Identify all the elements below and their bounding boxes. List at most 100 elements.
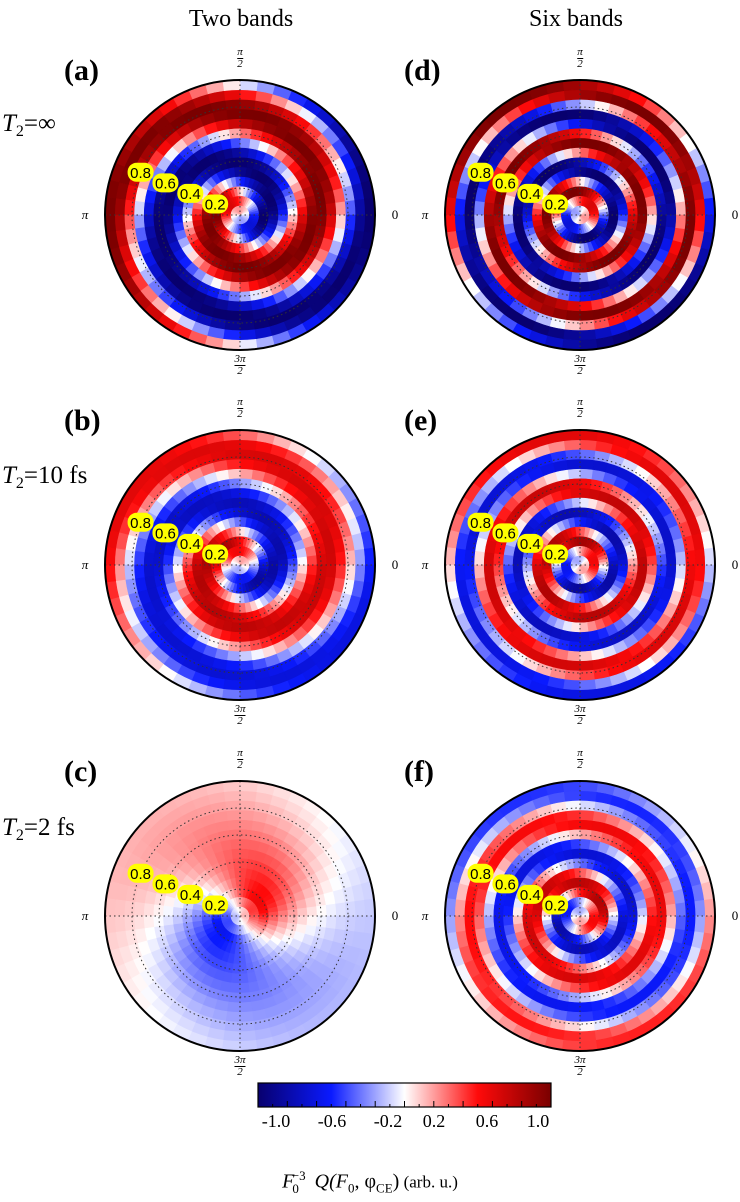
heatmap-cell <box>656 214 668 227</box>
heatmap-cell <box>227 118 241 130</box>
heatmap-cell <box>627 564 639 573</box>
heatmap-cell <box>225 809 241 821</box>
angle-label-zero: 0 <box>391 557 399 572</box>
angle-label-zero: 0 <box>731 908 739 923</box>
heatmap-cell <box>325 564 337 578</box>
heatmap-cell <box>569 982 581 994</box>
heatmap-cell <box>354 548 366 566</box>
radial-tick-label-bg <box>492 173 519 193</box>
heatmap-cell <box>502 905 514 917</box>
heatmap-cell <box>344 199 357 216</box>
heatmap-cell <box>627 214 639 223</box>
heatmap-cell <box>694 915 706 933</box>
heatmap-cell <box>172 205 183 216</box>
heatmap-cell <box>229 487 241 499</box>
heatmap-cell <box>463 564 476 581</box>
heatmap-cell <box>152 553 164 566</box>
radial-tick-label: 0.4 <box>180 887 201 904</box>
panel-letter-c: (c) <box>64 755 98 788</box>
heatmap-cell <box>114 915 126 933</box>
heatmap-cell <box>239 98 256 111</box>
heatmap-cell <box>239 679 257 691</box>
heatmap-cell <box>579 838 591 850</box>
heatmap-cell <box>502 204 514 216</box>
heatmap-cell <box>568 291 581 303</box>
heatmap-cell <box>483 903 495 917</box>
radial-tick-label-bg <box>517 183 544 203</box>
heatmap-cell <box>579 631 591 643</box>
heatmap-cell <box>239 660 255 672</box>
heatmap-cell <box>454 564 466 582</box>
heatmap-cell <box>579 497 590 508</box>
heatmap-cell <box>143 564 155 578</box>
heatmap-cell <box>143 202 155 216</box>
heatmap-cell <box>572 963 581 975</box>
heatmap-cell <box>569 838 581 850</box>
radial-tick-label: 0.8 <box>130 866 151 883</box>
heatmap-cell <box>569 281 581 293</box>
heatmap-cell <box>335 901 347 917</box>
heatmap-cell <box>573 252 581 264</box>
heatmap-cell <box>239 477 252 489</box>
heatmap-cell <box>172 555 183 566</box>
heatmap-cell <box>239 857 248 869</box>
radial-tick-label: 0.2 <box>205 897 226 914</box>
radial-tick-label: 0.8 <box>130 165 151 182</box>
heatmap-cell <box>162 214 174 226</box>
polar-outer-border <box>104 79 376 351</box>
heatmap-cell <box>191 208 203 216</box>
heatmap-cell <box>239 468 253 480</box>
heatmap-cell <box>239 1030 257 1042</box>
heatmap-cell <box>579 118 593 130</box>
angle-label-three-pi-half: 3π 2 <box>574 1054 586 1078</box>
panel-letter-e: (e) <box>404 404 438 437</box>
heatmap-cell <box>225 1011 241 1023</box>
heatmap-cell <box>579 799 596 812</box>
heatmap-cell <box>569 487 581 499</box>
heatmap-cell <box>665 202 677 216</box>
heatmap-cell <box>123 915 136 932</box>
heatmap-cell <box>646 214 658 226</box>
heatmap-cell <box>162 905 174 917</box>
heatmap-cell <box>567 118 581 130</box>
heatmap-cell <box>563 1030 581 1042</box>
polar-panel-b: 0.20.40.60.8 <box>104 429 376 701</box>
heatmap-cell <box>227 468 241 480</box>
heatmap-cell <box>239 1011 255 1023</box>
heatmap-cell <box>152 904 164 917</box>
heatmap-cell <box>568 828 581 840</box>
heatmap-cell <box>684 564 697 581</box>
heatmap-cell <box>229 631 241 643</box>
heatmap-cell <box>239 992 252 1004</box>
heatmap-cell <box>483 202 495 216</box>
radial-tick-label: 0.2 <box>545 897 566 914</box>
heatmap-cell <box>152 214 164 227</box>
heatmap-cell <box>637 564 648 575</box>
heatmap-cell <box>316 564 328 577</box>
heatmap-cell <box>229 137 241 149</box>
heatmap-cell <box>152 564 164 577</box>
heatmap-cell <box>646 905 658 917</box>
radial-tick-label: 0.8 <box>470 165 491 182</box>
heatmap-cell <box>473 550 485 566</box>
radial-tick-label: 0.4 <box>180 186 201 203</box>
heatmap-cell <box>579 1030 597 1042</box>
heatmap-cell <box>579 310 595 322</box>
heatmap-cell <box>114 214 126 232</box>
heatmap-cell <box>239 89 257 101</box>
heatmap-cell <box>567 1001 581 1013</box>
heatmap-cell <box>646 915 658 927</box>
angle-label-three-pi-half: 3π 2 <box>234 353 246 377</box>
heatmap-cell <box>572 612 581 624</box>
heatmap-cell <box>473 200 485 216</box>
heatmap-cell <box>306 204 318 216</box>
heatmap-cell <box>239 631 251 643</box>
heatmap-cell <box>239 300 253 312</box>
heatmap-cell <box>579 458 595 470</box>
heatmap-cell <box>123 564 136 581</box>
heatmap-cell <box>223 679 241 691</box>
heatmap-cell <box>143 552 155 566</box>
